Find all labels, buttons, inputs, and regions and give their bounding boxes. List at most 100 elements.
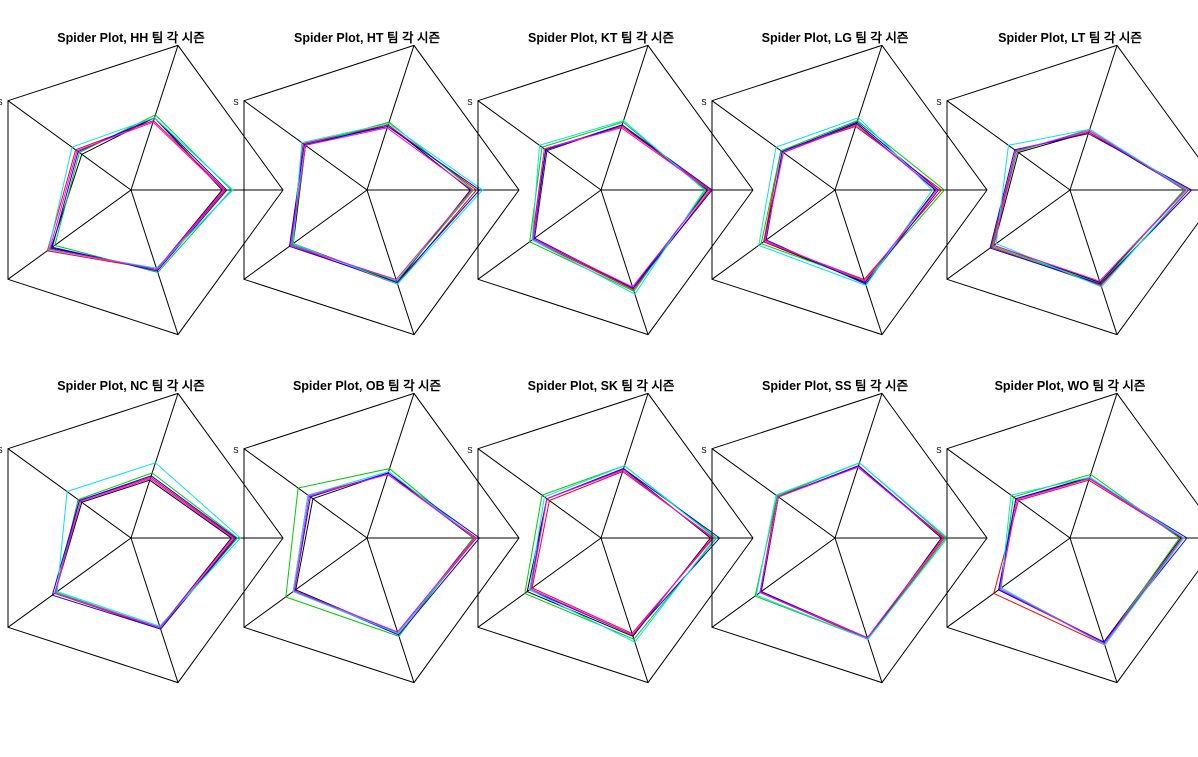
radar-spoke: [130, 189, 179, 335]
radar-spoke: [7, 189, 132, 280]
radar-spoke: [477, 537, 602, 628]
radar-series-line: [51, 475, 237, 630]
radar-series-line: [531, 120, 706, 295]
radar-frame: [477, 44, 754, 336]
radar-series-line: [291, 121, 475, 282]
panel-title: Spider Plot, LT 팀 각 시즌: [998, 30, 1142, 45]
radar-spoke: [243, 189, 368, 280]
radar-spoke: [130, 537, 179, 683]
axis-label: S: [233, 446, 238, 455]
radar-series-line: [54, 114, 232, 273]
radar-spoke: [7, 100, 132, 191]
radar-series-line: [760, 120, 946, 282]
radar-spoke: [600, 537, 649, 683]
radar-series-line: [531, 470, 715, 635]
radar-series-line: [998, 478, 1188, 643]
panel-title: Spider Plot, HH 팀 각 시즌: [57, 30, 205, 45]
radar-series-line: [763, 125, 943, 281]
radar-frame: [7, 44, 284, 336]
radar-series-line: [49, 121, 225, 271]
radar-series-line: [526, 468, 712, 637]
radar-spoke: [366, 393, 415, 539]
radar-spoke: [834, 537, 883, 683]
radar-series-line: [292, 124, 472, 284]
panel-title: Spider Plot, KT 팀 각 시즌: [528, 30, 675, 45]
radar-frame: [711, 392, 988, 684]
radar-frame: [7, 392, 284, 684]
radar-frame: [711, 44, 988, 336]
radar-series-line: [1000, 473, 1181, 645]
radar-series-line: [995, 128, 1188, 288]
radar-series-line: [759, 466, 944, 639]
radar-series-line: [292, 122, 484, 285]
radar-spoke: [711, 189, 836, 280]
radar-spoke: [243, 537, 368, 628]
radar-series-line: [54, 478, 234, 629]
radar-series-line: [293, 473, 476, 633]
radar-series-line: [290, 127, 473, 281]
radar-spoke: [600, 45, 649, 191]
radar-spoke: [1069, 45, 1118, 191]
spider-plot-panel: Spider Plot, OB 팀 각 시즌 S: [233, 378, 520, 684]
radar-series-line: [534, 124, 713, 289]
radar-series-line: [55, 472, 239, 629]
radar-spoke: [1069, 537, 1118, 683]
radar-series-line: [532, 124, 709, 289]
spider-plot-panel: Spider Plot, LT 팀 각 시즌 S: [936, 30, 1198, 336]
radar-spoke: [946, 189, 1071, 280]
radar-series-line: [991, 128, 1185, 285]
spider-plot-panel: Spider Plot, NC 팀 각 시즌 S: [0, 378, 284, 684]
radar-spoke: [477, 189, 602, 280]
spider-plot-panel: Spider Plot, SK 팀 각 시즌 S: [467, 378, 754, 684]
radar-series-line: [47, 117, 234, 269]
radar-frame: [946, 392, 1198, 684]
radar-series-line: [51, 117, 228, 272]
radar-series-line: [293, 472, 481, 636]
spider-plot-panel: Spider Plot, SS 팀 각 시즌 S: [701, 378, 988, 684]
radar-frame: [946, 44, 1198, 336]
radar-series-line: [989, 133, 1193, 285]
radar-series-line: [46, 120, 226, 271]
radar-frame: [477, 392, 754, 684]
radar-series-line: [758, 117, 933, 287]
panel-title: Spider Plot, SK 팀 각 시즌: [528, 378, 675, 393]
radar-series-line: [292, 470, 476, 635]
panel-title: Spider Plot, HT 팀 각 시즌: [294, 30, 441, 45]
radar-spoke: [477, 448, 602, 539]
radar-series-line: [288, 125, 481, 284]
radar-series-line: [529, 465, 716, 643]
axis-label: S: [467, 446, 472, 455]
radar-series-line: [524, 465, 718, 640]
radar-frame: [243, 44, 520, 336]
radar-frame: [243, 392, 520, 684]
radar-series-line: [532, 127, 710, 288]
axis-label: S: [233, 98, 238, 107]
spider-plot-panel: Spider Plot, LG 팀 각 시즌 S: [701, 30, 988, 336]
axis-label: S: [701, 98, 706, 107]
radar-spoke: [7, 537, 132, 628]
radar-series-line: [529, 468, 721, 636]
radar-series-line: [993, 130, 1187, 282]
radar-spoke: [366, 189, 415, 335]
panel-title: Spider Plot, LG 팀 각 시즌: [762, 30, 909, 45]
radar-series-line: [999, 478, 1184, 645]
panel-title: Spider Plot, OB 팀 각 시즌: [293, 378, 442, 393]
radar-series-line: [531, 125, 712, 291]
spider-plot-panel: Spider Plot, WO 팀 각 시즌 S: [936, 378, 1198, 684]
radar-series-line: [290, 124, 478, 285]
radar-series-line: [530, 469, 713, 636]
radar-series-line: [993, 479, 1184, 646]
axis-label: S: [0, 98, 3, 107]
radar-series-line: [755, 462, 949, 640]
radar-spoke: [366, 45, 415, 191]
radar-spoke: [1069, 393, 1118, 539]
radar-spoke: [130, 393, 179, 539]
radar-spoke: [834, 189, 883, 335]
radar-spoke: [711, 100, 836, 191]
axis-label: S: [467, 98, 472, 107]
radar-spoke: [711, 448, 836, 539]
panel-title: Spider Plot, WO 팀 각 시즌: [995, 378, 1146, 393]
spider-plot-panel: Spider Plot, HH 팀 각 시즌 S: [0, 30, 284, 336]
axis-label: S: [936, 446, 941, 455]
